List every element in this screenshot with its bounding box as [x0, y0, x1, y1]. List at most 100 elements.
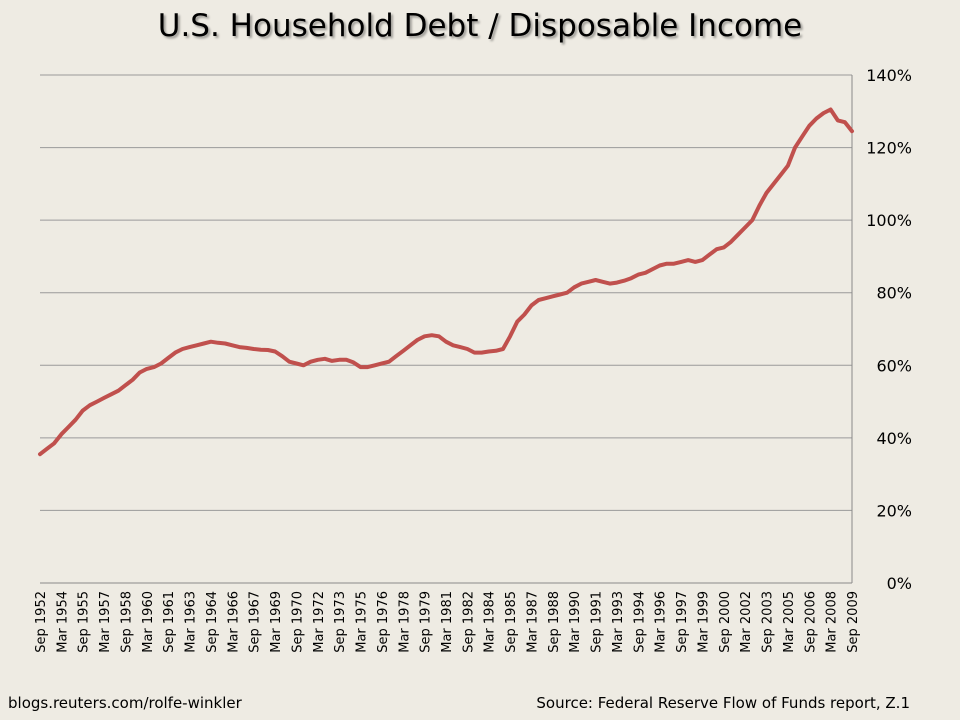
- data-point: [565, 291, 569, 295]
- data-point: [800, 135, 804, 139]
- chart-title: U.S. Household Debt / Disposable Income: [157, 8, 803, 44]
- data-point: [408, 343, 412, 347]
- data-point: [544, 296, 548, 300]
- x-tick-label: Sep 2003: [761, 591, 776, 653]
- data-point: [38, 452, 42, 456]
- x-tick-label: Mar 2008: [825, 591, 840, 653]
- data-point: [494, 349, 498, 353]
- data-point: [472, 351, 477, 355]
- data-point: [195, 343, 199, 347]
- data-point: [159, 361, 163, 366]
- x-tick-label: Sep 1964: [205, 591, 220, 653]
- x-tick-label: Mar 1987: [525, 591, 540, 653]
- data-point: [829, 107, 833, 112]
- y-tick-label: 40%: [876, 429, 912, 448]
- x-tick-label: Sep 1973: [333, 591, 348, 653]
- data-point: [508, 334, 512, 338]
- y-tick-label: 20%: [876, 501, 912, 520]
- data-point: [608, 282, 612, 286]
- x-tick-label: Sep 1976: [376, 591, 391, 653]
- data-point: [337, 358, 341, 362]
- data-point: [651, 267, 655, 271]
- data-point: [316, 358, 320, 362]
- data-point: [622, 279, 626, 283]
- x-tick-label: Mar 1993: [611, 591, 626, 653]
- data-point: [301, 363, 306, 367]
- data-point: [772, 182, 776, 186]
- x-tick-label: Mar 1981: [440, 591, 455, 653]
- data-point: [323, 357, 327, 361]
- data-point: [850, 129, 854, 133]
- data-point: [736, 233, 740, 237]
- data-point: [707, 253, 712, 257]
- y-axis-ticks: 0% 20% 40% 60% 80% 100% 120% 140%: [866, 66, 912, 593]
- data-point: [394, 354, 398, 358]
- data-point: [444, 340, 448, 344]
- data-point: [252, 347, 256, 351]
- footer-source: Source: Federal Reserve Flow of Funds re…: [536, 694, 910, 712]
- data-point: [59, 432, 64, 436]
- data-point: [123, 383, 128, 387]
- data-point: [793, 146, 797, 150]
- data-point: [757, 204, 762, 208]
- data-point: [807, 124, 811, 128]
- data-point: [116, 389, 120, 393]
- data-point: [594, 278, 598, 282]
- data-point: [572, 285, 576, 289]
- data-point: [615, 281, 619, 285]
- x-tick-label: Mar 1978: [397, 591, 412, 653]
- x-tick-label: Sep 1979: [419, 591, 434, 653]
- x-tick-label: Sep 2006: [803, 591, 818, 653]
- data-point: [423, 334, 427, 338]
- data-point: [180, 347, 185, 351]
- data-point: [45, 447, 49, 451]
- x-tick-label: Sep 1952: [34, 591, 49, 653]
- data-point: [152, 365, 156, 369]
- data-point: [515, 320, 519, 324]
- data-point: [188, 345, 192, 349]
- data-point: [579, 282, 583, 286]
- data-point: [750, 218, 754, 222]
- data-point: [729, 240, 733, 244]
- data-point: [501, 347, 505, 351]
- data-point: [636, 273, 640, 277]
- data-point: [52, 441, 56, 445]
- data-point: [223, 341, 227, 346]
- x-tick-label: Mar 2002: [739, 591, 754, 653]
- x-tick-label: Sep 1961: [162, 591, 177, 653]
- data-point: [287, 360, 291, 364]
- x-tick-label: Mar 1954: [55, 591, 70, 653]
- x-tick-label: Sep 1994: [632, 591, 647, 653]
- y-tick-label: 80%: [876, 284, 912, 303]
- x-tick-label: Mar 1996: [654, 591, 669, 653]
- data-point: [821, 111, 826, 115]
- data-point: [843, 120, 847, 124]
- data-point: [401, 349, 405, 353]
- data-point: [266, 348, 270, 352]
- x-tick-label: Mar 2005: [782, 591, 797, 653]
- x-tick-label: Sep 1985: [504, 591, 519, 653]
- data-point: [465, 347, 469, 351]
- x-tick-label: Mar 1963: [184, 591, 199, 653]
- data-point: [679, 260, 683, 264]
- data-point: [537, 298, 541, 302]
- data-point: [202, 341, 206, 346]
- data-point: [779, 173, 783, 177]
- y-tick-label: 120%: [866, 139, 912, 158]
- x-tick-label: Mar 1957: [98, 591, 113, 653]
- data-point: [366, 365, 370, 369]
- data-point: [294, 361, 298, 366]
- data-point: [487, 349, 491, 354]
- x-tick-label: Mar 1969: [269, 591, 284, 653]
- data-point: [629, 276, 633, 280]
- x-tick-label: Sep 1991: [590, 591, 605, 653]
- data-point: [601, 280, 605, 284]
- data-point: [273, 349, 277, 354]
- data-point: [74, 418, 78, 422]
- data-point: [387, 360, 391, 364]
- data-point: [693, 260, 697, 264]
- x-tick-label: Mar 1999: [696, 591, 711, 653]
- data-point: [786, 164, 790, 168]
- x-tick-label: Sep 1955: [77, 591, 92, 653]
